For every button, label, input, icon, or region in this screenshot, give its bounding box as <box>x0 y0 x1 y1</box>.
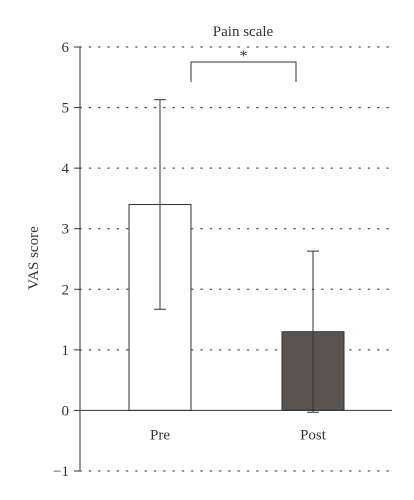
y-tick-label: 5 <box>62 101 70 117</box>
y-axis-label: VAS score <box>26 226 42 290</box>
y-tick-label: 2 <box>62 282 70 298</box>
x-axis-categories: Pre Post <box>150 427 327 443</box>
y-tick-label: 1 <box>62 343 70 359</box>
error-bars <box>154 99 319 413</box>
y-tick-label: 4 <box>62 161 70 177</box>
y-tick-label: 3 <box>62 222 70 238</box>
grid-lines <box>79 46 393 472</box>
y-tick-label: 0 <box>62 403 70 419</box>
significance-bracket-line <box>190 61 297 82</box>
chart-title: Pain scale <box>213 24 274 40</box>
significance-bracket: * <box>190 48 297 82</box>
x-category-label: Post <box>300 427 327 443</box>
x-category-label: Pre <box>150 427 170 443</box>
y-axis-ticks: −1 0 1 2 3 4 5 6 <box>53 40 80 480</box>
y-tick-label: −1 <box>53 464 69 480</box>
significance-marker: * <box>240 48 248 65</box>
bars <box>128 203 345 411</box>
y-tick-label: 6 <box>62 40 70 56</box>
